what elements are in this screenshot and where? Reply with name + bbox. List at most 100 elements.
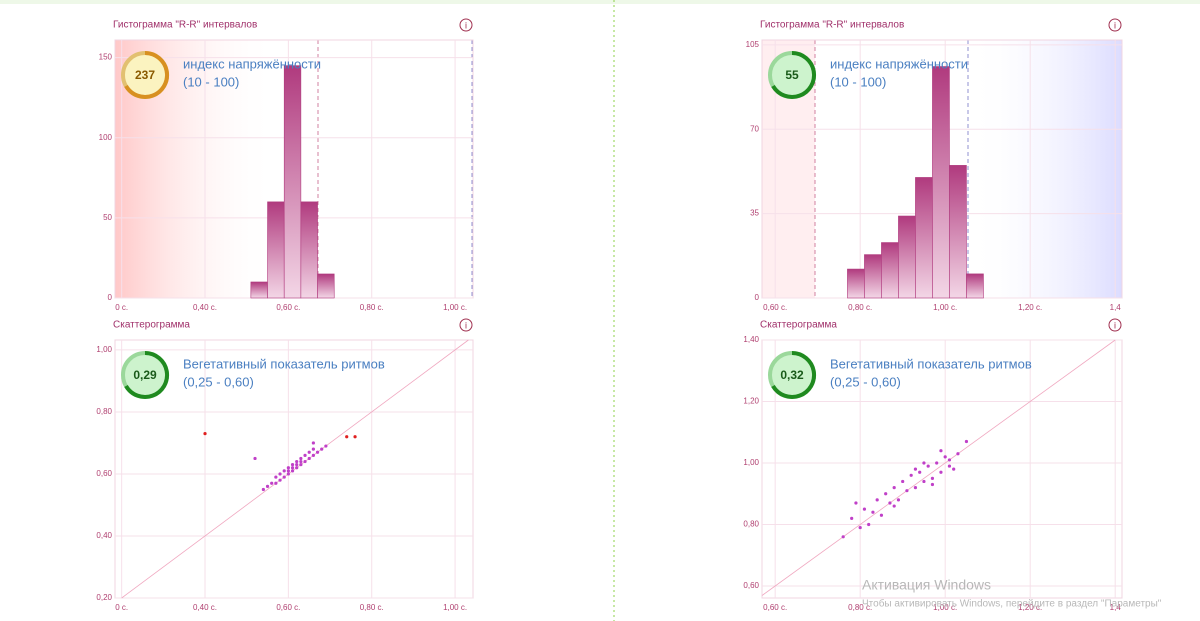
point	[926, 464, 930, 468]
bar	[283, 65, 302, 299]
badge-range: (10 - 100)	[830, 74, 886, 89]
point	[303, 459, 307, 464]
point	[841, 535, 845, 539]
point	[345, 435, 349, 439]
y-tick-label: 105	[746, 40, 760, 49]
x-tick-label: 0 с.	[115, 303, 128, 312]
point	[290, 463, 295, 467]
x-tick-label: 1,20 с.	[1018, 303, 1042, 312]
point	[286, 469, 290, 473]
point	[939, 449, 943, 453]
point	[896, 498, 901, 502]
point	[278, 478, 282, 482]
badge-value: 0,32	[780, 368, 804, 382]
x-tick-label: 0,60 с.	[276, 303, 300, 312]
bar	[250, 281, 268, 299]
badge-range: (10 - 100)	[183, 74, 239, 89]
watermark-text: Чтобы активировать Windows, перейдите в …	[862, 598, 1162, 610]
point	[892, 504, 896, 508]
point	[930, 476, 935, 480]
x-tick-label: 1,00 с.	[443, 303, 467, 312]
point	[888, 501, 892, 505]
bar	[300, 201, 318, 299]
point	[295, 459, 299, 464]
point	[905, 489, 909, 493]
bar	[864, 254, 882, 299]
x-tick-label: 0,60 с.	[276, 603, 300, 612]
badge-label: индекс напряжённости	[183, 56, 321, 71]
chart-title: Гистограмма "R-R" интервалов	[113, 20, 257, 31]
x-tick-label: 0,60 с.	[763, 303, 787, 312]
point	[307, 456, 311, 461]
info-icon-glyph: i	[1114, 20, 1116, 30]
y-tick-label: 100	[99, 133, 113, 142]
point	[282, 475, 286, 479]
point	[922, 461, 926, 465]
info-icon	[1108, 318, 1122, 332]
point	[909, 473, 913, 477]
badge-label: Вегетативный показатель ритмов	[183, 356, 385, 371]
point	[299, 463, 303, 467]
point	[274, 481, 278, 485]
point	[875, 498, 879, 502]
point	[952, 467, 956, 471]
badge-label: Вегетативный показатель ритмов	[830, 356, 1032, 371]
point	[290, 469, 295, 473]
point	[956, 452, 960, 456]
point	[935, 461, 939, 465]
bar	[847, 268, 865, 299]
x-tick-label: 0,60 с.	[763, 603, 787, 612]
chart-title: Скаттерограмма	[113, 320, 190, 331]
y-tick-label: 35	[750, 209, 759, 218]
point	[261, 487, 265, 492]
x-tick-label: 0,40 с.	[193, 603, 217, 612]
point	[286, 466, 290, 470]
point	[265, 484, 270, 488]
point	[307, 450, 311, 454]
x-tick-label: 1,00 с.	[443, 603, 467, 612]
x-tick-label: 0,80 с.	[848, 303, 872, 312]
point	[270, 481, 274, 485]
y-tick-label: 1,00	[743, 458, 759, 467]
y-tick-label: 1,20	[743, 397, 759, 406]
badge-value: 237	[135, 68, 155, 82]
point	[278, 472, 282, 476]
bar	[267, 201, 285, 299]
point	[871, 510, 875, 514]
point	[867, 522, 871, 527]
y-tick-label: 0,20	[96, 593, 112, 602]
x-tick-label: 0,80 с.	[360, 603, 384, 612]
badge-range: (0,25 - 0,60)	[183, 374, 254, 389]
y-tick-label: 0,80	[96, 407, 112, 416]
point	[918, 470, 922, 474]
point	[862, 507, 867, 511]
x-tick-label: 1,20 с.	[1018, 603, 1042, 612]
x-tick-label: 0,80 с.	[848, 603, 872, 612]
point	[922, 479, 926, 484]
y-tick-label: 0,60	[96, 469, 112, 478]
diagonal	[761, 339, 1116, 596]
x-tick-label: 1,4	[1110, 303, 1122, 312]
y-tick-label: 150	[99, 53, 113, 62]
badge-ring	[771, 50, 817, 99]
point	[311, 453, 315, 457]
diagonal	[121, 339, 469, 599]
x-tick-label: 1,00 с.	[933, 603, 957, 612]
point	[892, 486, 896, 490]
point	[282, 469, 286, 473]
point	[274, 475, 278, 479]
point	[858, 525, 862, 530]
point	[943, 455, 947, 459]
point	[939, 470, 943, 474]
point	[913, 486, 918, 490]
info-icon	[459, 318, 473, 332]
y-tick-label: 1,00	[96, 345, 112, 354]
watermark-title: Активация Windows	[862, 577, 991, 593]
point	[320, 447, 324, 451]
x-tick-label: 0,40 с.	[193, 303, 217, 312]
point	[311, 447, 315, 451]
point	[930, 482, 935, 487]
point	[286, 472, 290, 476]
bar	[932, 66, 950, 299]
